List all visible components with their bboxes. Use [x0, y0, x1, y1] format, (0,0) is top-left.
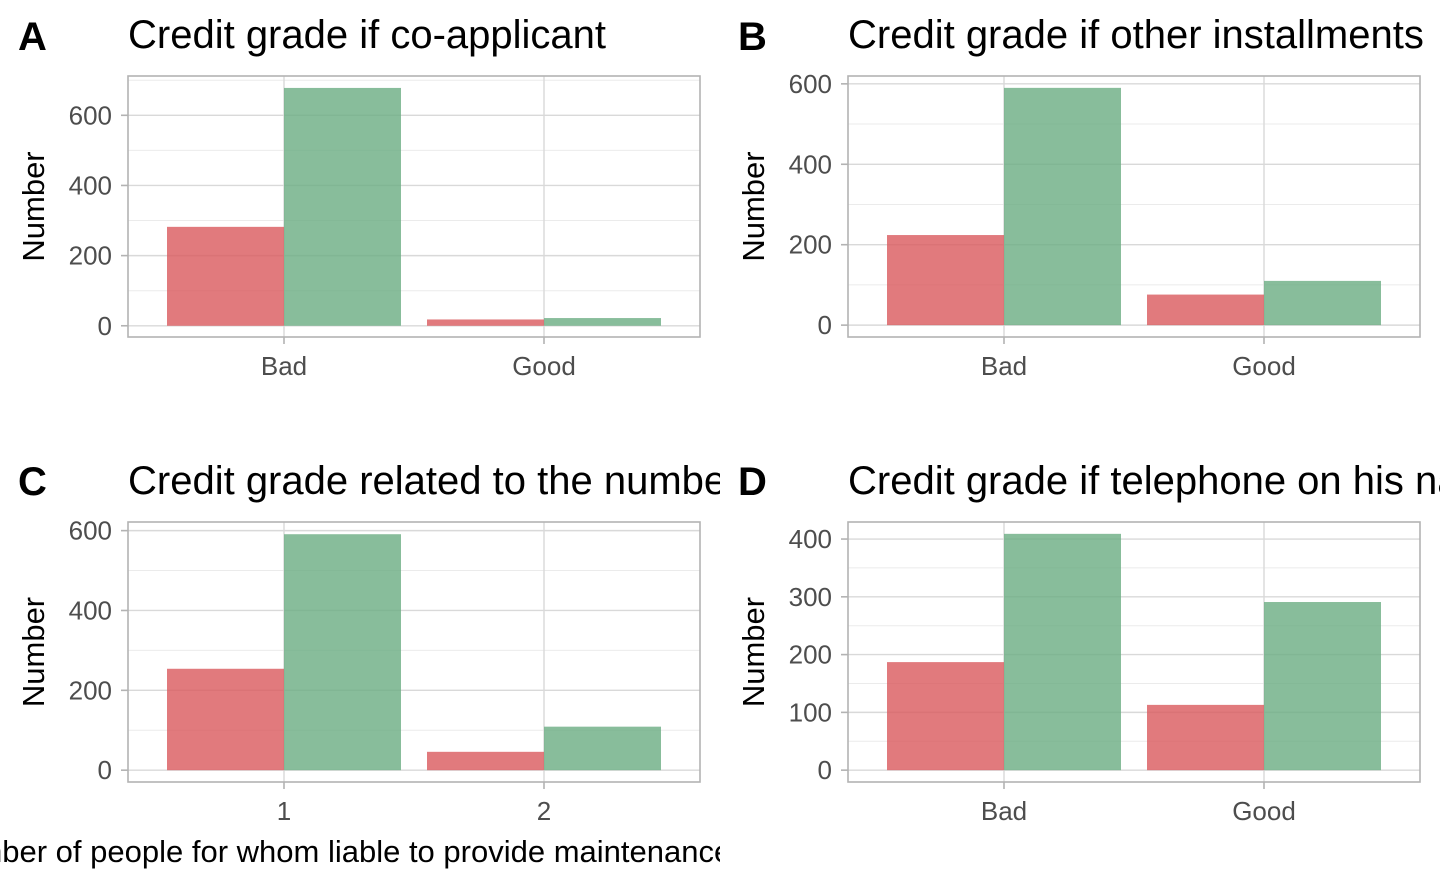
panel-d: Credit grade if telephone on his name 0 10… [736, 459, 1440, 826]
panel-b: Credit grade if other installments 0 200 40… [736, 13, 1424, 381]
y-tick-label: 300 [789, 582, 832, 612]
y-tick-label: 0 [818, 755, 832, 785]
bar-good-series-2 [1264, 602, 1381, 771]
y-axis-title: Number [736, 597, 771, 707]
y-tick-label: 200 [789, 640, 832, 670]
bar-2-series-1 [427, 751, 544, 771]
bar-2-series-2 [544, 726, 661, 771]
y-tick-label: 600 [789, 69, 832, 99]
y-tick-label: 200 [69, 241, 112, 271]
x-tick-label: 2 [537, 796, 551, 826]
bar-good-series-1 [1147, 704, 1264, 771]
panel-label: C [18, 460, 47, 504]
bar-good-series-2 [1264, 280, 1381, 326]
panel-label: D [738, 460, 767, 504]
panel-border [847, 521, 1421, 783]
x-axis-title: Number of people for whom liable to prov… [0, 834, 731, 869]
panel-title: Credit grade if other installments [848, 13, 1424, 57]
x-tick-label: Bad [261, 351, 307, 381]
panel-title: Credit grade if telephone on his name [848, 459, 1440, 503]
bar-good-series-1 [1147, 294, 1264, 326]
panel-border [127, 75, 701, 338]
x-tick-label: 1 [277, 796, 291, 826]
y-tick-label: 600 [69, 516, 112, 546]
bar-1-series-1 [167, 668, 284, 771]
panel-title: Credit grade related to the number of pe… [128, 459, 1440, 503]
y-tick-label: 200 [69, 675, 112, 705]
bar-bad-series-1 [887, 662, 1004, 771]
x-tick-label: Good [512, 351, 576, 381]
x-tick-label: Bad [981, 796, 1027, 826]
y-tick-label: 400 [69, 595, 112, 625]
y-tick-label: 0 [98, 755, 112, 785]
y-tick-label: 200 [789, 230, 832, 260]
bar-bad-series-1 [167, 226, 284, 326]
x-tick-label: Good [1232, 351, 1296, 381]
y-tick-label: 400 [789, 149, 832, 179]
panel-border [127, 521, 701, 783]
bar-bad-series-2 [284, 87, 401, 326]
y-tick-label: 0 [98, 311, 112, 341]
panel-c: Number of people for whom liable to prov… [0, 459, 1440, 869]
panel-border [847, 75, 1421, 338]
panel-label: A [18, 15, 47, 59]
y-axis-title: Number [736, 151, 771, 261]
y-axis-title: Number [16, 597, 51, 707]
panel-label: B [738, 15, 767, 59]
y-tick-label: 100 [789, 697, 832, 727]
y-tick-label: 600 [69, 100, 112, 130]
y-tick-label: 400 [69, 170, 112, 200]
bar-bad-series-2 [1004, 533, 1121, 771]
y-tick-label: 400 [789, 524, 832, 554]
x-tick-label: Good [1232, 796, 1296, 826]
y-tick-label: 0 [818, 310, 832, 340]
bar-bad-series-2 [1004, 87, 1121, 326]
panel-title: Credit grade if co-applicant [128, 13, 606, 57]
bar-good-series-1 [427, 319, 544, 326]
bar-good-series-2 [544, 318, 661, 326]
y-axis-title: Number [16, 151, 51, 261]
bar-bad-series-1 [887, 235, 1004, 326]
panel-a: Credit grade if co-applicant 0 200 400 600 Ba… [16, 13, 701, 381]
bar-1-series-2 [284, 534, 401, 771]
x-tick-label: Bad [981, 351, 1027, 381]
